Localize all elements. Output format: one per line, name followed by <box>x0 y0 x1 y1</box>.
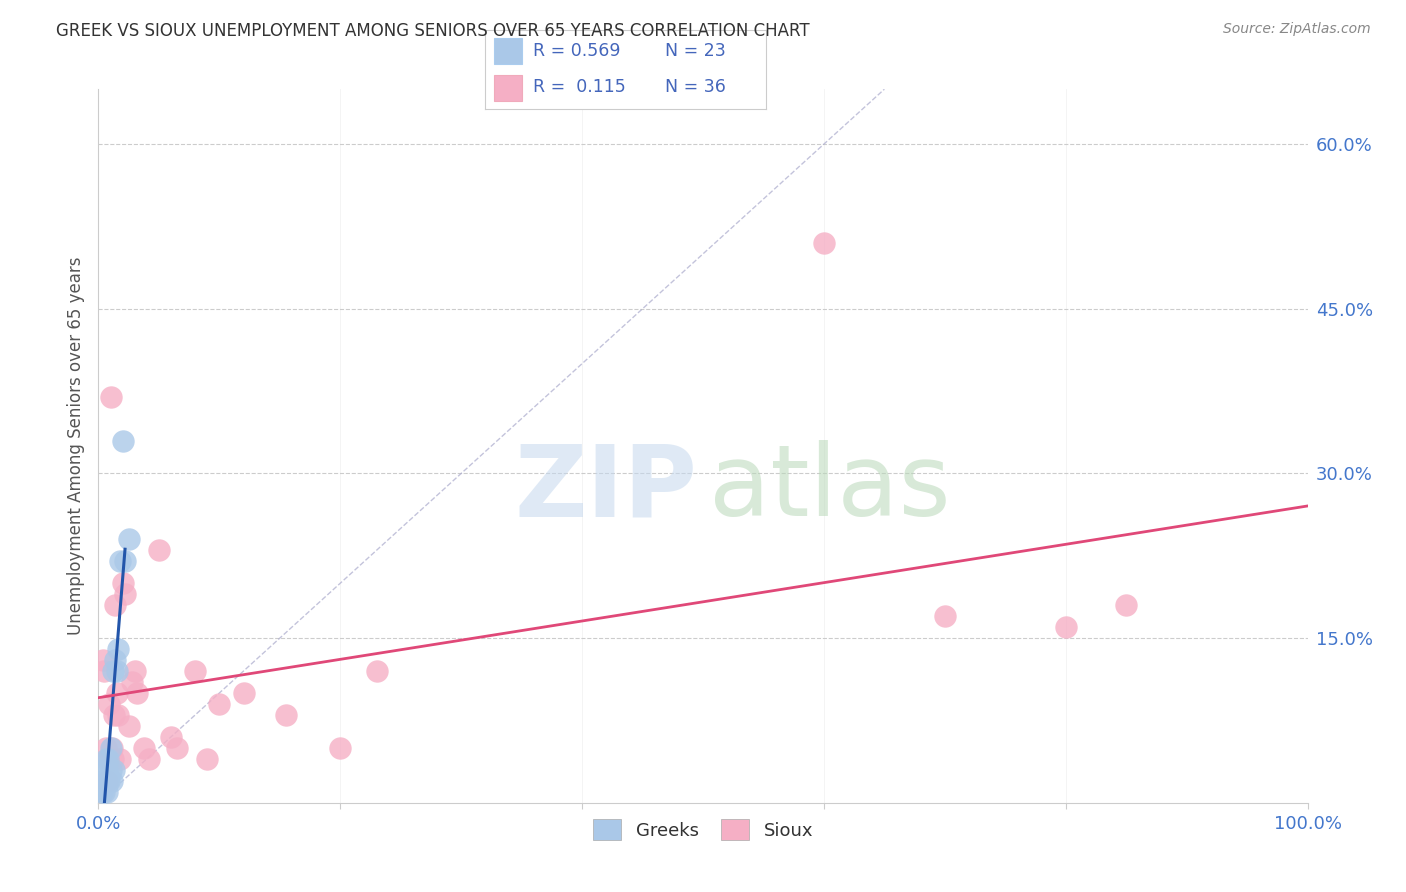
Point <box>100 740 122 755</box>
Point <box>118 719 141 733</box>
Point <box>111 576 134 591</box>
Point <box>96 773 118 788</box>
Point <box>127 686 149 700</box>
Text: atlas: atlas <box>709 441 950 537</box>
Point <box>101 664 124 678</box>
Point <box>91 785 114 799</box>
Point <box>91 773 114 788</box>
Point <box>124 664 146 678</box>
FancyBboxPatch shape <box>494 75 522 101</box>
Point <box>114 554 136 568</box>
Point <box>208 697 231 711</box>
Point <box>101 752 124 766</box>
Point <box>111 434 134 448</box>
Point <box>100 763 122 777</box>
Point <box>97 752 120 766</box>
Y-axis label: Unemployment Among Seniors over 65 years: Unemployment Among Seniors over 65 years <box>66 257 84 635</box>
Point <box>107 708 129 723</box>
Point <box>366 664 388 678</box>
Point <box>1054 620 1077 634</box>
Point <box>103 763 125 777</box>
Point <box>96 785 118 799</box>
Point <box>108 554 131 568</box>
Point <box>97 773 120 788</box>
Point <box>91 653 114 667</box>
Point <box>103 708 125 723</box>
Point <box>138 752 160 766</box>
Point <box>100 390 122 404</box>
Point <box>232 686 254 700</box>
Point <box>274 708 297 723</box>
Point <box>94 773 117 788</box>
Point <box>96 763 118 777</box>
Text: Source: ZipAtlas.com: Source: ZipAtlas.com <box>1223 22 1371 37</box>
Point <box>107 642 129 657</box>
Point <box>100 773 122 788</box>
Text: R = 0.569: R = 0.569 <box>533 42 620 60</box>
Point <box>105 686 128 700</box>
Point <box>934 609 956 624</box>
Point <box>100 740 122 755</box>
Point <box>94 752 117 766</box>
Point <box>118 533 141 547</box>
Point <box>93 664 115 678</box>
Point <box>329 740 352 755</box>
Point <box>114 587 136 601</box>
Text: ZIP: ZIP <box>515 441 697 537</box>
Point <box>1115 598 1137 612</box>
Point <box>108 752 131 766</box>
Point <box>160 730 183 744</box>
Point <box>184 664 207 678</box>
Point <box>195 752 218 766</box>
Point <box>93 763 115 777</box>
Text: N = 36: N = 36 <box>665 78 725 96</box>
Point <box>813 235 835 250</box>
Point <box>94 740 117 755</box>
Point <box>148 543 170 558</box>
Point <box>98 697 121 711</box>
Point <box>166 740 188 755</box>
Point <box>105 664 128 678</box>
Text: R =  0.115: R = 0.115 <box>533 78 626 96</box>
Point <box>121 675 143 690</box>
FancyBboxPatch shape <box>494 38 522 64</box>
Point <box>134 740 156 755</box>
Legend: Greeks, Sioux: Greeks, Sioux <box>585 812 821 847</box>
Text: N = 23: N = 23 <box>665 42 725 60</box>
Point <box>104 598 127 612</box>
Point <box>98 773 121 788</box>
Point <box>93 785 115 799</box>
Point <box>104 653 127 667</box>
Text: GREEK VS SIOUX UNEMPLOYMENT AMONG SENIORS OVER 65 YEARS CORRELATION CHART: GREEK VS SIOUX UNEMPLOYMENT AMONG SENIOR… <box>56 22 810 40</box>
Point <box>97 752 120 766</box>
